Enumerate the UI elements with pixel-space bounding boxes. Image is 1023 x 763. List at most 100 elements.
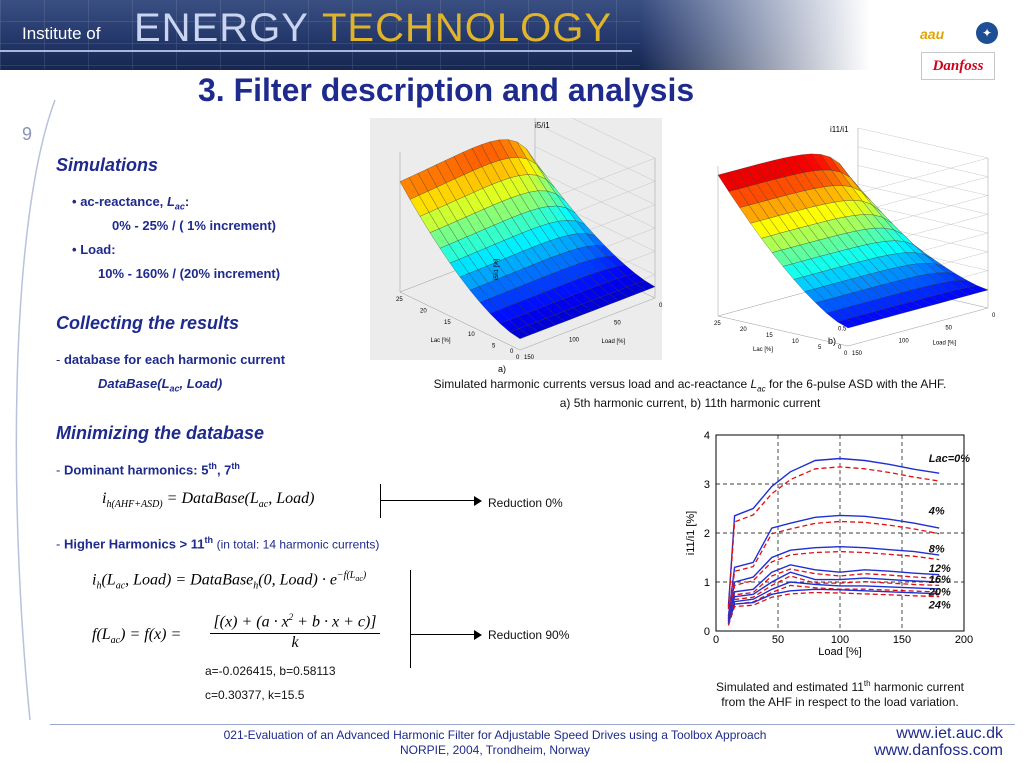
footer-divider xyxy=(50,724,1015,725)
chart-series-estimated-2 xyxy=(727,550,940,621)
chart-series-estimated-0 xyxy=(727,466,940,609)
chart-series-simulated-1 xyxy=(727,514,940,617)
bullet1-value: 0% - 25% / ( 1% increment) xyxy=(112,218,276,233)
surface-ztick-label: 0 xyxy=(510,349,514,355)
dash: - xyxy=(56,352,61,367)
chart-ytick-label: 2 xyxy=(704,528,710,540)
arrow-1-shaft xyxy=(380,500,478,501)
aau-badge-icon: ✦ xyxy=(976,22,998,44)
caption-post: for the 6-pulse ASD with the AHF. xyxy=(768,377,947,391)
higher-note: (in total: 14 harmonic currents) xyxy=(216,537,380,552)
dominant-sup1: th xyxy=(208,461,217,471)
institute-label: Institute of xyxy=(22,24,101,43)
bullet1-symbol: L xyxy=(166,194,175,209)
arrow-2-head-icon xyxy=(474,630,482,640)
url-iet[interactable]: www.iet.auc.dk xyxy=(896,725,1003,742)
surface-lac-tick: 20 xyxy=(420,309,427,315)
minimizing-heading: Minimizing the database xyxy=(56,423,265,443)
surface-gridline xyxy=(534,169,656,229)
header-grid-texture xyxy=(0,0,640,70)
arrow-1-head-icon xyxy=(474,496,482,506)
surface-lac-tick: 10 xyxy=(792,339,799,345)
surface-lac-tick: 0 xyxy=(516,355,520,361)
reduction-90: Reduction 90% xyxy=(488,628,570,642)
header-underline xyxy=(0,50,632,52)
surface-load-axis-label: Load [%] xyxy=(602,339,626,345)
surface-b-label: b) xyxy=(828,336,836,346)
footer-line2: NORPIE, 2004, Trondheim, Norway xyxy=(399,743,591,757)
surface-lac-tick: 10 xyxy=(468,332,475,338)
surface-ztick-label: 0.5 xyxy=(838,326,847,332)
surface-gridline xyxy=(857,127,989,159)
lc-caption-post: harmonic current xyxy=(870,680,964,694)
higher-sup: th xyxy=(204,535,214,545)
collecting-item-text: database for each harmonic current xyxy=(63,352,286,367)
harmonic-line-chart: 0 50 100 150 200 0 1 2 3 4 Load [%] i11/i1 [%] Lac=0… xyxy=(685,430,973,658)
footer-line1: 021-Evaluation of an Advanced Harmonic F… xyxy=(223,728,767,742)
chart-series-label: 12% xyxy=(929,563,951,575)
surface-b-plot: 00.511.522.533.540510152025050100150Lac … xyxy=(714,127,996,357)
chart-series-label: 4% xyxy=(928,505,945,517)
surface-lac-tick: 15 xyxy=(766,333,773,339)
surface-gridline xyxy=(534,123,656,182)
chart-ytick-label: 4 xyxy=(704,430,710,442)
surface-load-tick: 150 xyxy=(524,355,535,361)
surface-gridline xyxy=(857,184,989,215)
surface-a-label: a) xyxy=(498,364,506,374)
surface-load-tick: 50 xyxy=(614,320,621,326)
chart-series-simulated-6 xyxy=(727,588,940,624)
chart-series-simulated-0 xyxy=(727,457,940,607)
chart-series-simulated-5 xyxy=(727,581,940,624)
chart-ytick-label: 1 xyxy=(704,577,710,589)
energy-wordmark: ENERGY xyxy=(134,6,309,50)
surface-gridline xyxy=(519,297,656,351)
surface-lac-axis-label: Lac [%] xyxy=(431,338,451,344)
surface-lac-tick: 5 xyxy=(818,345,822,351)
bullet1-label: ac-reactance, xyxy=(80,194,164,209)
surface-gridline xyxy=(857,146,989,177)
chart-series-label: 16% xyxy=(929,574,951,586)
surface-z-axis-label: i5/i1 [%] xyxy=(494,258,500,280)
surface-a-plot: 0246810120510152025050100150Lac [%]Load … xyxy=(396,118,663,361)
chart-xtick-label: 200 xyxy=(955,634,973,646)
bullet2-value: 10% - 160% / (20% increment) xyxy=(98,266,281,281)
surface-lac-tick: 0 xyxy=(844,351,848,357)
surface-b-title: i11/i1 xyxy=(830,125,849,134)
chart-xtick-label: 0 xyxy=(713,634,719,646)
url-danfoss[interactable]: www.danfoss.com xyxy=(874,742,1003,759)
dominant-pre: Dominant harmonics: 5 xyxy=(63,462,209,478)
surface-lac-tick: 25 xyxy=(714,321,721,327)
surface-gridline xyxy=(847,157,989,197)
left-decorative-curve xyxy=(15,100,56,720)
database-expression: DataBase(Lac, Load) xyxy=(98,376,222,394)
formula-estimate: ih(Lac, Load) = DataBaseh(0, Load) · e−f… xyxy=(92,570,367,592)
lc-caption-sup: th xyxy=(863,679,871,688)
coefficients-line-1: a=-0.026415, b=0.58113 xyxy=(205,664,336,678)
dominant-mid: , 7 xyxy=(216,462,232,478)
bracket-line-1 xyxy=(380,484,381,518)
footer-citation: 021-Evaluation of an Advanced Harmonic F… xyxy=(160,728,830,758)
surface-plots-figure: i5/i1 i11/i1 024681012051015202505010015… xyxy=(370,118,996,374)
surface-lac-tick: 20 xyxy=(740,327,747,333)
coefficients-line-2: c=0.30377, k=15.5 xyxy=(205,688,305,702)
slide-title: 3. Filter description and analysis xyxy=(198,72,695,108)
bullet-load: • Load: xyxy=(72,242,116,257)
surface-caption: Simulated harmonic currents versus load … xyxy=(380,377,1000,411)
surface-gridline xyxy=(857,165,989,196)
caption-sym: L xyxy=(750,377,758,391)
surface-load-tick: 100 xyxy=(899,338,910,344)
simulations-heading: Simulations xyxy=(56,155,159,175)
surface-lac-axis-label: Lac [%] xyxy=(753,347,773,353)
surface-load-tick: 100 xyxy=(569,338,580,344)
collecting-heading: Collecting the results xyxy=(56,313,240,333)
dominant-sup2: th xyxy=(231,461,240,471)
bullet-dot: • xyxy=(72,242,77,257)
surface-lac-tick: 5 xyxy=(492,343,496,349)
line-chart-caption: Simulated and estimated 11th harmonic cu… xyxy=(680,676,1000,710)
lc-caption-pre: Simulated and estimated 11 xyxy=(716,680,864,694)
caption-sub: ac xyxy=(757,384,766,394)
surface-patch xyxy=(509,328,530,339)
chart-xlabel: Load [%] xyxy=(818,646,861,658)
chart-ylabel: i11/i1 [%] xyxy=(685,511,697,555)
surface-load-tick: 0 xyxy=(992,313,996,319)
